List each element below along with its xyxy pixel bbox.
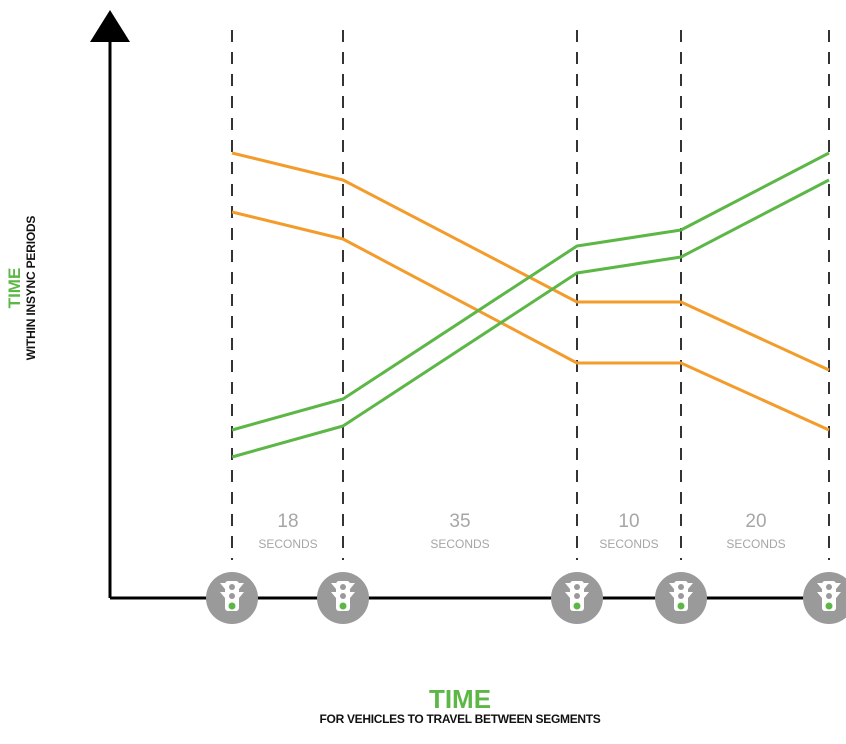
traffic-signal-icon xyxy=(803,572,846,624)
segment-label-4: 20 SECONDS xyxy=(726,511,785,551)
segment-unit: SECONDS xyxy=(430,537,489,551)
green-line-lower xyxy=(231,178,830,459)
segment-value: 10 xyxy=(618,511,639,532)
segment-unit: SECONDS xyxy=(599,537,658,551)
orange-line-lower xyxy=(231,210,830,432)
segment-label-1: 18 SECONDS xyxy=(258,511,317,551)
segment-label-2: 35 SECONDS xyxy=(430,511,489,551)
segment-unit: SECONDS xyxy=(726,537,785,551)
segment-value: 18 xyxy=(277,511,298,532)
green-line-upper xyxy=(231,151,830,432)
segment-value: 20 xyxy=(745,511,766,532)
orange-lines xyxy=(231,151,830,432)
x-axis-subtitle: FOR VEHICLES TO TRAVEL BETWEEN SEGMENTS xyxy=(319,712,601,726)
y-axis-label: TIME WITHIN INSYNC PERIODS xyxy=(5,158,46,418)
x-axis-label: TIME FOR VEHICLES TO TRAVEL BETWEEN SEGM… xyxy=(300,686,620,727)
segment-value: 35 xyxy=(449,511,470,532)
segment-label-3: 10 SECONDS xyxy=(599,511,658,551)
green-lines xyxy=(231,151,830,459)
y-axis-arrow xyxy=(90,10,130,42)
traffic-signal-icon xyxy=(317,572,369,624)
segment-unit: SECONDS xyxy=(258,537,317,551)
traffic-signal-icon xyxy=(551,572,603,624)
y-axis-subtitle: WITHIN INSYNC PERIODS xyxy=(24,215,38,361)
x-axis-title: TIME xyxy=(428,684,492,714)
orange-line-upper xyxy=(231,151,830,372)
segment-boundaries xyxy=(231,30,830,560)
traffic-signal-icon xyxy=(206,572,258,624)
traffic-signals xyxy=(206,572,846,624)
traffic-signal-icon xyxy=(655,572,707,624)
y-axis-title: TIME xyxy=(5,267,24,309)
